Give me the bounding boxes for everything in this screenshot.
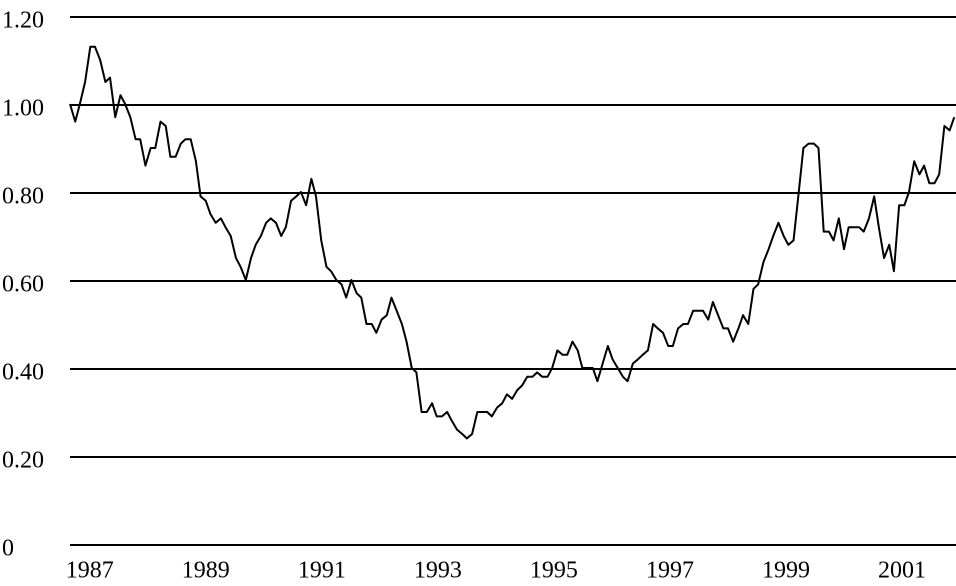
- y-tick-label: 0.80: [2, 184, 44, 210]
- y-tick-label: 0.60: [2, 272, 44, 298]
- y-tick-label: 1.00: [2, 96, 44, 122]
- y-tick-label: 0: [2, 536, 14, 562]
- x-tick-label: 1989: [182, 558, 230, 584]
- x-tick-label: 1995: [530, 558, 578, 584]
- y-tick-label: 1.20: [2, 8, 44, 34]
- y-tick-label: 0.20: [2, 448, 44, 474]
- x-tick-label: 1991: [298, 558, 346, 584]
- x-tick-label: 1997: [646, 558, 694, 584]
- x-tick-label: 1987: [66, 558, 114, 584]
- x-tick-label: 2001: [878, 558, 926, 584]
- y-tick-label: 0.40: [2, 360, 44, 386]
- x-tick-label: 1993: [414, 558, 462, 584]
- data-line: [69, 45, 956, 440]
- x-tick-label: 1999: [762, 558, 810, 584]
